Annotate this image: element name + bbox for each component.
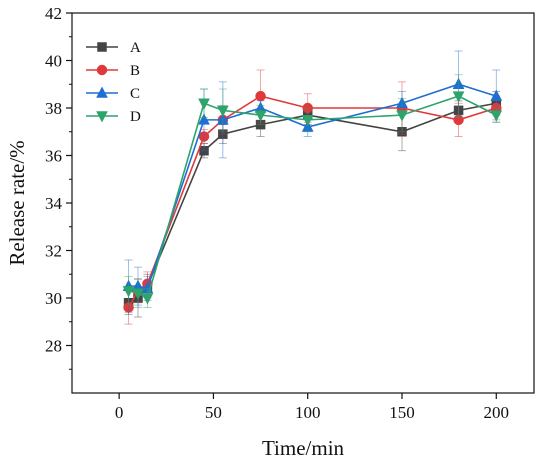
y-tick-label: 36 xyxy=(45,147,62,166)
series-line xyxy=(128,102,497,304)
x-tick-label: 150 xyxy=(389,403,415,422)
legend-item-A: A xyxy=(86,40,141,56)
legend-item-B: B xyxy=(86,63,140,79)
point-marker-square xyxy=(97,42,107,52)
legend-item-D: D xyxy=(86,109,141,125)
series-C xyxy=(122,50,503,313)
series-layer xyxy=(122,50,503,325)
x-tick-label: 100 xyxy=(295,403,321,422)
y-axis-title: Release rate/% xyxy=(5,140,29,265)
series-line xyxy=(127,95,497,308)
point-marker-triangle-down xyxy=(301,115,314,127)
y-tick-label: 32 xyxy=(45,242,62,261)
legend-label: D xyxy=(130,109,141,125)
point-marker-circle xyxy=(255,90,266,102)
x-tick-label: 50 xyxy=(205,403,222,422)
legend-label: C xyxy=(130,86,140,102)
x-axis-title: Time/min xyxy=(262,436,345,460)
x-tick-label: 200 xyxy=(484,403,510,422)
legend-label: A xyxy=(130,40,141,56)
series-line xyxy=(128,95,497,300)
point-marker-triangle-down xyxy=(198,98,210,110)
point-marker-triangle-up xyxy=(490,89,503,101)
x-tick-label: 0 xyxy=(115,403,124,422)
y-tick-label: 42 xyxy=(45,4,62,23)
point-marker-triangle-down xyxy=(96,111,108,123)
point-marker-circle xyxy=(96,64,108,76)
point-marker-triangle-down xyxy=(452,91,465,103)
y-axis: 28 30 32 34 36 38 40 42 xyxy=(45,4,72,370)
series-B xyxy=(123,69,502,325)
plot-frame xyxy=(71,12,535,394)
x-axis: 0 50 100 150 200 xyxy=(115,393,509,422)
series-D xyxy=(122,74,503,308)
legend-label: B xyxy=(130,63,140,79)
point-marker-triangle-down xyxy=(132,288,144,300)
y-tick-label: 34 xyxy=(45,194,63,213)
point-marker-triangle-up xyxy=(198,113,210,125)
y-tick-label: 30 xyxy=(45,289,62,308)
point-marker-triangle-down xyxy=(396,110,408,122)
point-marker-triangle-down xyxy=(141,293,154,305)
point-marker-triangle-down xyxy=(122,286,135,298)
y-tick-label: 38 xyxy=(45,99,62,118)
point-marker-triangle-down xyxy=(254,110,267,122)
y-tick-label: 40 xyxy=(45,52,62,71)
series-line xyxy=(128,83,497,290)
point-marker-triangle-down xyxy=(216,105,229,117)
point-marker-triangle-down xyxy=(490,110,503,122)
legend-item-C: C xyxy=(86,86,140,102)
point-marker-triangle-up xyxy=(96,86,108,98)
y-tick-label: 28 xyxy=(45,337,62,356)
